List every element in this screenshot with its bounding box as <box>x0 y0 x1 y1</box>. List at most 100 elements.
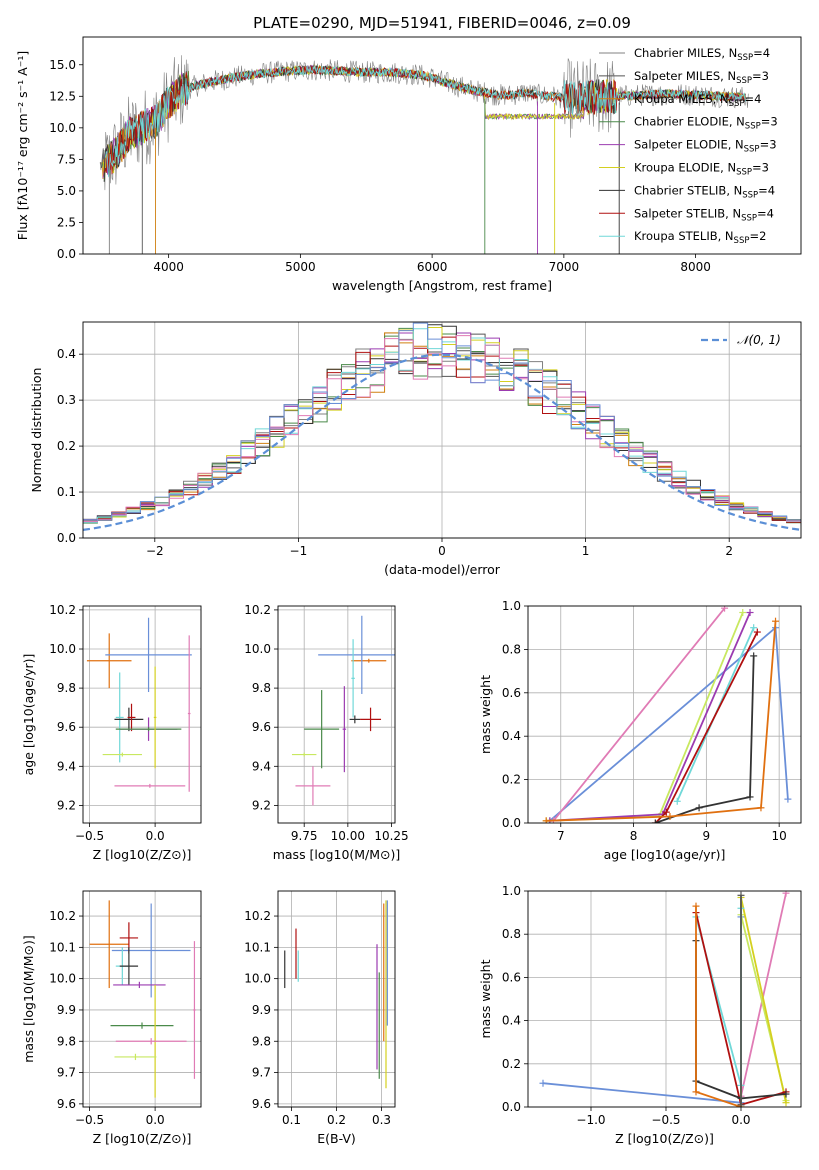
y-tick-label: 5.0 <box>57 184 76 198</box>
x-tick-label: 1 <box>582 544 590 558</box>
errorbar-point <box>119 947 139 985</box>
errorbar-point <box>111 903 191 998</box>
errorbar-point <box>127 703 136 732</box>
mass-weight-series-line <box>740 893 787 1097</box>
x-axis-label: age [log10(age/yr)] <box>604 847 726 862</box>
charts-root: 4000 5000 6000 7000 80000.02.55.07.510.012.5… <box>15 36 802 1146</box>
legend-entry-base: Kroupa MILES, N <box>634 92 729 106</box>
x-tick-label: 9 <box>703 829 711 843</box>
errorbar-point <box>304 690 340 769</box>
y-tick-label: 10.2 <box>244 909 271 923</box>
y-tick-label: 9.8 <box>252 681 271 695</box>
x-tick-label: 0.0 <box>146 829 165 843</box>
x-tick-label: −0.5 <box>651 1113 680 1127</box>
legend-entry-tail: =3 <box>761 115 778 129</box>
legend-entry-base: Salpeter ELODIE, N <box>634 138 744 152</box>
y-tick-label: 9.2 <box>57 798 76 812</box>
plot-area <box>542 606 792 823</box>
y-tick-label: 0.2 <box>57 439 76 453</box>
legend-entry-sub: SSP <box>742 190 758 200</box>
legend-entry: Kroupa MILES, NSSP=4 <box>634 92 761 109</box>
y-tick-label: 9.8 <box>57 681 76 695</box>
y-tick-label: 7.5 <box>57 152 76 166</box>
x-tick-label: −1 <box>290 544 308 558</box>
axes-frame <box>277 890 396 1108</box>
x-tick-label: 10.25 <box>374 829 408 843</box>
legend-entry: Chabrier STELIB, NSSP=4 <box>634 183 775 200</box>
y-tick-label: 9.4 <box>57 759 76 773</box>
errorbar-point <box>115 727 182 732</box>
y-tick-label: 0.6 <box>502 970 521 984</box>
legend-entry-base: Chabrier MILES, N <box>634 46 737 60</box>
y-axis-label: Normed distribution <box>29 368 44 493</box>
y-tick-label: 9.2 <box>252 798 271 812</box>
y-tick-label: 10.1 <box>244 940 271 954</box>
spectrum-series-line <box>105 65 747 178</box>
x-tick-label: 10 <box>772 829 787 843</box>
axes-frame <box>527 890 802 1108</box>
mass-weight-series-line <box>546 621 777 822</box>
y-tick-label: 0.4 <box>502 1014 521 1028</box>
age-vs-mass-plot: 9.75 10.00 10.25 9.2 9.4 9.6 9.8 10.0 10.2 mass [… <box>244 603 408 862</box>
y-tick-label: 0.2 <box>502 1057 521 1071</box>
y-tick-label: 9.8 <box>252 1034 271 1048</box>
y-tick-label: 0.8 <box>502 927 521 941</box>
x-tick-label: 10.00 <box>331 829 365 843</box>
legend-entry-sub: SSP <box>736 168 752 178</box>
plot-area <box>99 55 749 254</box>
y-tick-label: 9.8 <box>57 1034 76 1048</box>
x-axis-label: Z [log10(Z/Z⊙)] <box>93 847 192 862</box>
y-tick-label: 10.0 <box>49 642 76 656</box>
errorbar-point <box>114 1053 157 1061</box>
y-tick-label: 10.0 <box>244 972 271 986</box>
errorbar-point <box>153 666 157 769</box>
y-tick-label: 0.2 <box>502 773 521 787</box>
legend-entry-base: Salpeter STELIB, N <box>634 206 741 220</box>
y-tick-label: 9.7 <box>57 1066 76 1080</box>
legend-entry-base: Kroupa STELIB, N <box>634 229 734 243</box>
x-axis-label: Z [log10(Z/Z⊙)] <box>93 1131 192 1146</box>
x-tick-label: 8000 <box>680 260 711 274</box>
mass-weight-series-line <box>552 607 726 822</box>
y-tick-label: 12.5 <box>49 89 76 103</box>
errorbar-point <box>349 715 361 724</box>
x-tick-label: −2 <box>146 544 164 558</box>
x-tick-label: 0 <box>438 544 446 558</box>
y-tick-label: 0.0 <box>502 816 521 830</box>
axes-frame <box>82 605 202 824</box>
legend-entry-base: Chabrier ELODIE, N <box>634 115 745 129</box>
legend-entry-tail: =4 <box>757 206 774 220</box>
mass-vs-EBV-plot: 0.1 0.2 0.3 9.6 9.7 9.8 9.9 10.0 10.1 10.2 E(B-V) <box>244 890 396 1146</box>
y-tick-label: 0.1 <box>57 485 76 499</box>
legend-entry-tail: =4 <box>753 46 770 60</box>
x-tick-label: −0.5 <box>75 829 104 843</box>
histogram-series <box>83 322 801 524</box>
errorbar-point <box>360 707 382 732</box>
plot-area <box>89 900 196 1098</box>
errorbar-point <box>113 981 166 989</box>
legend-entry: Kroupa STELIB, NSSP=2 <box>634 229 766 246</box>
x-tick-label: 0.0 <box>146 1113 165 1127</box>
errorbar-point <box>110 1022 174 1029</box>
legend-entry-tail: =3 <box>752 161 769 175</box>
mass-vs-Z-plot: −0.5 0.0 9.6 9.7 9.8 9.9 10.0 10.1 10.2 Z [log10(… <box>21 890 202 1146</box>
errorbar-point <box>115 672 124 763</box>
y-tick-label: 9.6 <box>252 720 271 734</box>
legend-entry-sub: SSP <box>741 213 757 223</box>
y-tick-label: 1.0 <box>502 884 521 898</box>
x-axis-label: E(B-V) <box>317 1131 356 1146</box>
y-tick-label: 9.6 <box>57 720 76 734</box>
x-tick-label: −1.0 <box>576 1113 605 1127</box>
y-tick-label: 0.0 <box>502 1100 521 1114</box>
legend-entry-base: Kroupa ELODIE, N <box>634 161 736 175</box>
y-tick-label: 2.5 <box>57 215 76 229</box>
y-tick-label: 9.9 <box>252 1003 271 1017</box>
legend-entry-tail: =3 <box>760 138 777 152</box>
plot-area <box>539 891 790 1107</box>
errorbar-point <box>114 783 186 788</box>
y-axis-label: age [log10(age/yr)] <box>21 654 36 776</box>
errorbar-point <box>291 752 317 757</box>
x-tick-label: 4000 <box>153 260 184 274</box>
plot-area <box>83 322 801 531</box>
